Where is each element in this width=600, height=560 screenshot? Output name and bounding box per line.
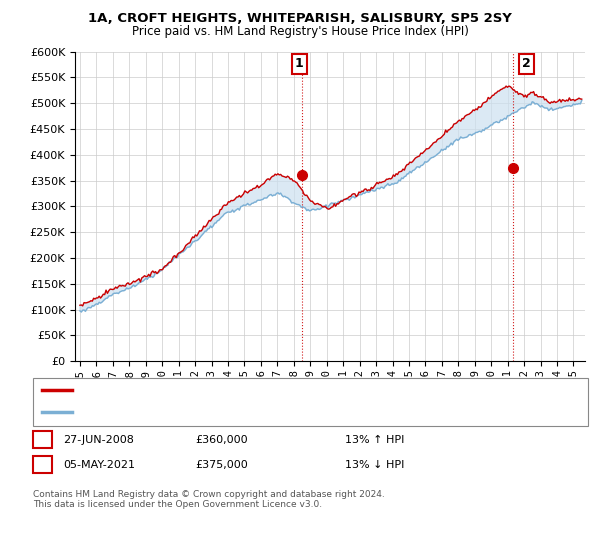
Text: 13% ↓ HPI: 13% ↓ HPI — [345, 460, 404, 470]
Text: HPI: Average price, detached house, Wiltshire: HPI: Average price, detached house, Wilt… — [78, 407, 317, 417]
Text: 13% ↑ HPI: 13% ↑ HPI — [345, 435, 404, 445]
Text: Price paid vs. HM Land Registry's House Price Index (HPI): Price paid vs. HM Land Registry's House … — [131, 25, 469, 38]
Text: £375,000: £375,000 — [195, 460, 248, 470]
Text: 2: 2 — [522, 58, 531, 71]
Text: 1: 1 — [295, 58, 304, 71]
Text: 05-MAY-2021: 05-MAY-2021 — [63, 460, 135, 470]
Text: 1: 1 — [38, 433, 47, 446]
Text: 27-JUN-2008: 27-JUN-2008 — [63, 435, 134, 445]
Text: Contains HM Land Registry data © Crown copyright and database right 2024.
This d: Contains HM Land Registry data © Crown c… — [33, 490, 385, 510]
Text: £360,000: £360,000 — [195, 435, 248, 445]
Text: 1A, CROFT HEIGHTS, WHITEPARISH, SALISBURY, SP5 2SY: 1A, CROFT HEIGHTS, WHITEPARISH, SALISBUR… — [88, 12, 512, 25]
Text: 1A, CROFT HEIGHTS, WHITEPARISH, SALISBURY, SP5 2SY (detached house): 1A, CROFT HEIGHTS, WHITEPARISH, SALISBUR… — [78, 385, 467, 395]
Text: 2: 2 — [38, 458, 47, 472]
